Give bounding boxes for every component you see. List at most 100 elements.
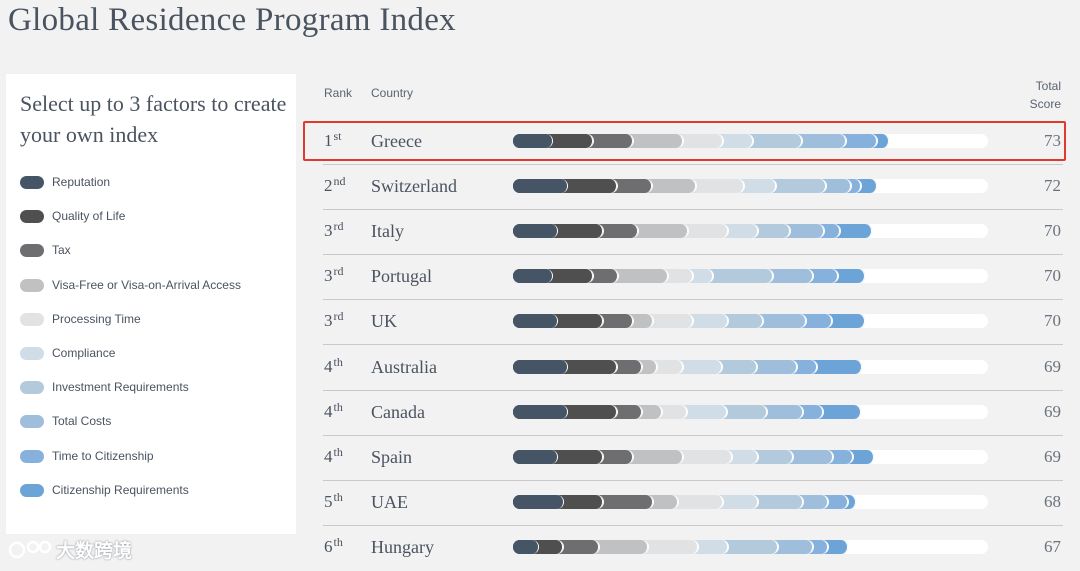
rank-cell: 3rd xyxy=(324,219,344,241)
factor-label: Investment Requirements xyxy=(52,380,189,394)
score-segment-reputation xyxy=(513,314,558,328)
table-row[interactable]: 2nd Switzerland 72 xyxy=(323,166,1063,210)
factor-label: Reputation xyxy=(52,175,111,189)
country-name: Hungary xyxy=(371,537,434,557)
rank-column-header[interactable]: Rank xyxy=(324,86,353,100)
table-row[interactable]: 4th Canada 69 xyxy=(323,392,1063,436)
rank-suffix: nd xyxy=(333,174,346,188)
factor-label: Processing Time xyxy=(52,312,141,326)
watermark: 大数跨境 xyxy=(8,536,132,563)
factor-swatch xyxy=(20,380,44,394)
score-bar xyxy=(513,405,988,419)
country-name: UAE xyxy=(371,492,408,512)
factor-option-quality-of-life[interactable]: Quality of Life xyxy=(20,208,125,224)
total-score: 69 xyxy=(1044,402,1061,421)
row-divider xyxy=(323,344,1063,345)
rank-cell: 2nd xyxy=(324,174,346,196)
total-score-header-line2: Score xyxy=(1029,97,1061,111)
row-divider xyxy=(323,299,1063,300)
total-score: 72 xyxy=(1044,176,1061,195)
rank-suffix: th xyxy=(333,535,343,549)
watermark-text: 大数跨境 xyxy=(56,541,133,562)
rank-cell: 5th xyxy=(324,490,343,512)
total-score: 67 xyxy=(1044,537,1061,556)
factor-label: Tax xyxy=(52,243,71,257)
factor-option-reputation[interactable]: Reputation xyxy=(20,174,110,190)
country-name: Spain xyxy=(371,447,413,467)
total-score-column-header[interactable]: Total Score xyxy=(1030,77,1061,113)
factor-label: Quality of Life xyxy=(52,209,126,223)
country-name: Switzerland xyxy=(371,176,457,196)
country-name: Portugal xyxy=(371,266,432,286)
rank-number: 6 xyxy=(324,537,333,556)
score-segment-reputation xyxy=(513,450,558,464)
rank-cell: 4th xyxy=(324,355,343,377)
factor-swatch xyxy=(20,414,44,428)
factor-option-time-to-citizenship[interactable]: Time to Citizenship xyxy=(20,448,154,464)
table-row[interactable]: 3rd UK 70 xyxy=(323,301,1063,345)
rank-suffix: st xyxy=(333,129,342,143)
factor-option-citizenship-requirements[interactable]: Citizenship Requirements xyxy=(20,482,189,498)
score-bar xyxy=(513,495,988,509)
row-divider xyxy=(323,164,1063,165)
score-bar xyxy=(513,269,988,283)
rank-number: 1 xyxy=(324,131,333,150)
score-bar xyxy=(513,179,988,193)
watermark-logo-icon xyxy=(8,540,52,558)
total-score: 73 xyxy=(1044,131,1061,150)
rank-number: 4 xyxy=(324,447,333,466)
factor-swatch xyxy=(20,312,44,326)
table-row[interactable]: 5th UAE 68 xyxy=(323,482,1063,526)
factor-option-investment-requirements[interactable]: Investment Requirements xyxy=(20,379,189,395)
row-divider xyxy=(323,480,1063,481)
factor-swatch xyxy=(20,449,44,463)
total-score: 70 xyxy=(1044,221,1061,240)
table-row[interactable]: 3rd Portugal 70 xyxy=(323,256,1063,300)
total-score: 68 xyxy=(1044,492,1061,511)
total-score: 70 xyxy=(1044,311,1061,330)
factor-option-total-costs[interactable]: Total Costs xyxy=(20,413,111,429)
factor-swatch xyxy=(20,278,44,292)
rank-cell: 1st xyxy=(324,129,342,151)
factor-option-processing-time[interactable]: Processing Time xyxy=(20,311,141,327)
rank-cell: 4th xyxy=(324,400,343,422)
country-name: Australia xyxy=(371,357,437,377)
page-title: Global Residence Program Index xyxy=(8,2,456,38)
rank-cell: 3rd xyxy=(324,264,344,286)
factor-label: Citizenship Requirements xyxy=(52,483,189,497)
total-score: 69 xyxy=(1044,357,1061,376)
rank-number: 2 xyxy=(324,176,333,195)
score-segment-reputation xyxy=(513,269,553,283)
table-row[interactable]: 4th Spain 69 xyxy=(323,437,1063,481)
factor-label: Time to Citizenship xyxy=(52,449,154,463)
rank-cell: 6th xyxy=(324,535,343,557)
rank-number: 3 xyxy=(324,221,333,240)
row-divider xyxy=(323,390,1063,391)
factor-option-tax[interactable]: Tax xyxy=(20,242,71,258)
table-row[interactable]: 3rd Italy 70 xyxy=(323,211,1063,255)
table-row[interactable]: 6th Hungary 67 xyxy=(323,527,1063,571)
score-bar xyxy=(513,540,988,554)
country-column-header[interactable]: Country xyxy=(371,86,414,100)
score-segment-reputation xyxy=(513,405,568,419)
factor-option-compliance[interactable]: Compliance xyxy=(20,345,115,361)
total-score: 70 xyxy=(1044,266,1061,285)
score-bar xyxy=(513,314,988,328)
factor-swatch xyxy=(20,483,44,497)
rank-number: 5 xyxy=(324,492,333,511)
factor-prompt: Select up to 3 factors to create your ow… xyxy=(20,91,287,147)
score-bar xyxy=(513,224,988,238)
country-name: Greece xyxy=(371,131,422,151)
rank-number: 3 xyxy=(324,311,333,330)
table-row[interactable]: 4th Australia 69 xyxy=(323,347,1063,391)
rank-suffix: th xyxy=(333,490,343,504)
score-segment-reputation xyxy=(513,495,564,509)
rank-suffix: th xyxy=(333,355,343,369)
table-row[interactable]: 1st Greece 73 xyxy=(323,121,1063,165)
rank-suffix: rd xyxy=(333,219,344,233)
factor-swatch xyxy=(20,175,44,189)
factor-swatch xyxy=(20,346,44,360)
factor-option-visa-free-or-visa-on-arrival-access[interactable]: Visa-Free or Visa-on-Arrival Access xyxy=(20,277,241,293)
row-divider xyxy=(323,435,1063,436)
factor-panel: Select up to 3 factors to create your ow… xyxy=(6,74,296,534)
